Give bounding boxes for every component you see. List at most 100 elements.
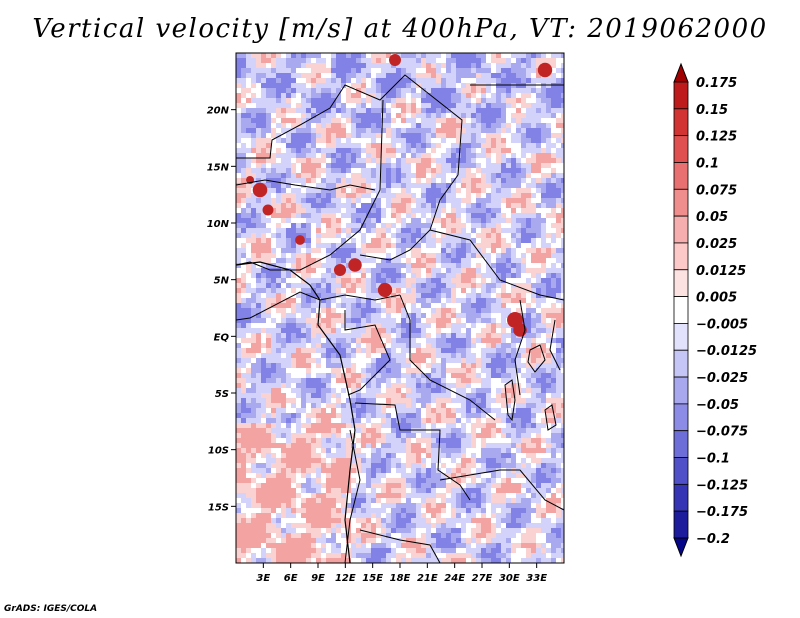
field-cell [551, 303, 556, 308]
field-cell [476, 248, 481, 253]
field-cell [381, 263, 386, 268]
field-cell [546, 78, 551, 83]
field-cell [436, 333, 441, 338]
field-cell [336, 198, 341, 203]
field-cell [436, 213, 441, 218]
field-cell [546, 143, 551, 148]
field-cell [271, 378, 276, 383]
field-cell [456, 353, 461, 358]
field-cell [506, 153, 511, 158]
field-cell [556, 378, 561, 383]
field-cell [416, 178, 421, 183]
field-cell [326, 143, 331, 148]
field-cell [531, 268, 536, 273]
field-cell [491, 388, 496, 393]
field-cell [401, 273, 406, 278]
field-cell [316, 88, 321, 93]
field-cell [396, 383, 401, 388]
field-cell [551, 228, 556, 233]
field-cell [366, 258, 371, 263]
field-cell [551, 133, 556, 138]
field-cell [476, 413, 481, 418]
field-cell [286, 348, 291, 353]
field-cell [456, 383, 461, 388]
field-cell [511, 158, 516, 163]
field-cell [511, 393, 516, 398]
field-cell [236, 98, 241, 103]
field-cell [241, 118, 246, 123]
field-cell [416, 103, 421, 108]
field-cell [401, 253, 406, 258]
field-cell [346, 188, 351, 193]
field-cell [541, 333, 546, 338]
field-cell [416, 93, 421, 98]
field-cell [546, 403, 551, 408]
field-cell [251, 173, 256, 178]
field-cell [236, 203, 241, 208]
field-cell [371, 198, 376, 203]
field-cell [296, 143, 301, 148]
field-cell [371, 253, 376, 258]
field-cell [486, 338, 491, 343]
field-cell [361, 158, 366, 163]
field-cell [491, 88, 496, 93]
field-cell [251, 78, 256, 83]
field-cell [556, 103, 561, 108]
field-cell [531, 183, 536, 188]
field-cell [371, 178, 376, 183]
field-cell [261, 238, 266, 243]
field-cell [436, 268, 441, 273]
field-cell [331, 353, 336, 358]
field-cell [256, 93, 261, 98]
field-cell [446, 73, 451, 78]
field-cell [261, 408, 266, 413]
field-cell [551, 308, 556, 313]
field-cell [296, 413, 301, 418]
field-cell [531, 358, 536, 363]
field-cell [381, 348, 386, 353]
field-cell [296, 188, 301, 193]
field-cell [446, 138, 451, 143]
field-cell [511, 268, 516, 273]
field-cell [431, 98, 436, 103]
field-cell [446, 338, 451, 343]
field-cell [476, 123, 481, 128]
field-cell [306, 383, 311, 388]
field-cell [316, 78, 321, 83]
field-cell [331, 333, 336, 338]
field-cell [261, 418, 266, 423]
field-cell [531, 418, 536, 423]
field-cell [441, 323, 446, 328]
field-cell [376, 168, 381, 173]
field-cell [341, 108, 346, 113]
field-cell [431, 278, 436, 283]
field-cell [381, 188, 386, 193]
field-cell [521, 393, 526, 398]
field-cell [241, 408, 246, 413]
field-cell [261, 213, 266, 218]
field-cell [561, 238, 564, 243]
field-cell [431, 303, 436, 308]
field-cell [351, 378, 356, 383]
field-cell [266, 68, 271, 73]
field-cell [261, 128, 266, 133]
field-cell [236, 213, 241, 218]
field-cell [416, 118, 421, 123]
field-cell [371, 228, 376, 233]
field-cell [251, 238, 256, 243]
field-cell [411, 338, 416, 343]
field-cell [531, 128, 536, 133]
field-cell [321, 428, 326, 433]
field-cell [546, 93, 551, 98]
field-cell [551, 58, 556, 63]
field-cell [466, 203, 471, 208]
field-cell [331, 223, 336, 228]
field-cell [346, 173, 351, 178]
field-cell [551, 423, 556, 428]
field-cell [346, 138, 351, 143]
field-cell [436, 318, 441, 323]
field-cell [241, 98, 246, 103]
field-cell [311, 58, 316, 63]
field-cell [481, 183, 486, 188]
field-cell [376, 423, 381, 428]
